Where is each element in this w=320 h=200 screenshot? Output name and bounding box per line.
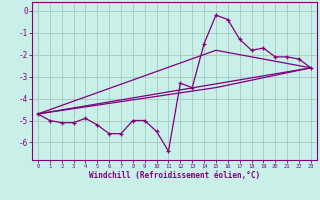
X-axis label: Windchill (Refroidissement éolien,°C): Windchill (Refroidissement éolien,°C) xyxy=(89,171,260,180)
